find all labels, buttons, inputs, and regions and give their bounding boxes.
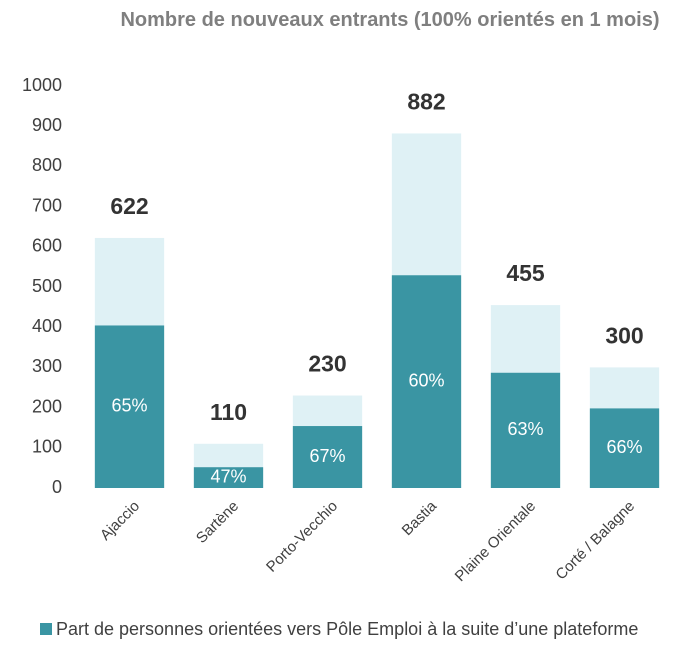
share-bar	[589, 408, 660, 488]
share-label: 60%	[408, 370, 444, 390]
legend-label: Part de personnes orientées vers Pôle Em…	[56, 619, 639, 639]
y-tick-label: 500	[32, 276, 62, 296]
total-label: 300	[605, 322, 643, 348]
y-tick-label: 300	[32, 356, 62, 376]
share-bar	[94, 325, 165, 488]
x-tick-label: Sartène	[193, 498, 242, 547]
total-label: 110	[210, 399, 247, 425]
share-bar	[391, 275, 462, 488]
y-tick-label: 800	[32, 155, 62, 175]
x-tick-label: Corté / Balagne	[552, 498, 638, 584]
share-label: 63%	[507, 419, 543, 439]
y-tick-label: 600	[32, 236, 62, 256]
y-tick-label: 900	[32, 115, 62, 135]
share-bar	[193, 467, 264, 488]
x-tick-label: Ajaccio	[97, 498, 143, 544]
share-bar	[292, 426, 363, 488]
y-tick-label: 0	[52, 477, 62, 497]
total-label: 882	[407, 89, 445, 115]
share-label: 67%	[309, 446, 345, 466]
total-label: 230	[308, 351, 346, 377]
legend: Part de personnes orientées vers Pôle Em…	[40, 618, 696, 641]
share-bar	[490, 372, 561, 488]
share-label: 47%	[210, 466, 246, 486]
y-tick-label: 400	[32, 316, 62, 336]
x-tick-label: Porto-Vecchio	[263, 498, 341, 576]
legend-swatch	[40, 623, 52, 635]
x-tick-label: Bastia	[399, 497, 441, 539]
y-tick-label: 700	[32, 195, 62, 215]
share-label: 65%	[111, 395, 147, 415]
y-tick-label: 200	[32, 396, 62, 416]
x-tick-label: Plaine Orientale	[452, 498, 539, 585]
y-tick-label: 1000	[22, 75, 62, 95]
total-label: 455	[506, 260, 545, 286]
chart-title: Nombre de nouveaux entrants (100% orient…	[120, 9, 660, 31]
total-label: 622	[110, 193, 148, 219]
share-label: 66%	[606, 437, 642, 457]
y-tick-label: 100	[32, 437, 62, 457]
